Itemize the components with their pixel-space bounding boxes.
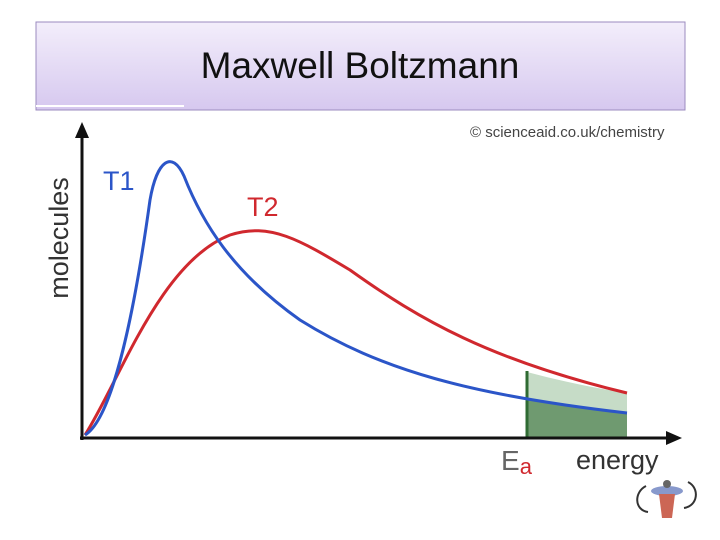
ea-main: E xyxy=(501,445,520,476)
x-arrow xyxy=(666,431,682,445)
area-dark xyxy=(527,400,627,438)
curve-t1 xyxy=(84,160,628,437)
curve-t2 xyxy=(83,229,628,436)
y-arrow xyxy=(75,122,89,138)
title-box xyxy=(35,21,686,111)
y-label: molecules xyxy=(44,177,74,299)
t2-label: T2 xyxy=(247,192,279,222)
x-label: energy xyxy=(576,445,659,475)
credit: © scienceaid.co.uk/chemistry xyxy=(470,124,665,141)
ea-label: Ea xyxy=(501,445,533,479)
ea-sub: a xyxy=(520,454,533,479)
logo xyxy=(636,480,697,518)
title: Maxwell Boltzmann xyxy=(201,45,520,86)
t1-label: T1 xyxy=(103,166,135,196)
